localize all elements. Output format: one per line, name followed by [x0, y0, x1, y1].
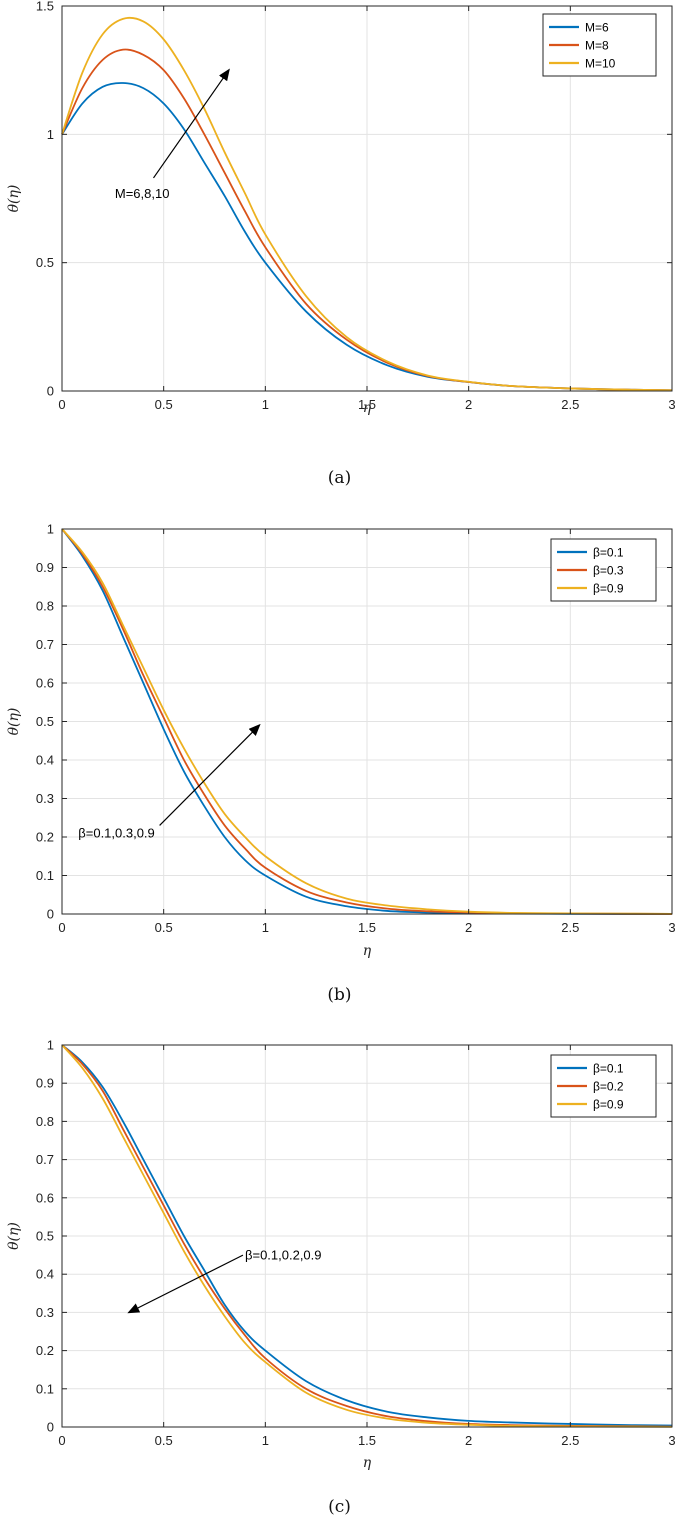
y-tick-label: 0.2: [36, 1343, 54, 1358]
y-tick-label: 0.5: [36, 255, 54, 270]
x-tick-label: 3: [668, 397, 675, 412]
legend-label-3: β=0.9: [593, 582, 624, 596]
x-tick-label: 2: [465, 920, 472, 935]
y-tick-label: 0.1: [36, 1381, 54, 1396]
y-tick-label: 0.3: [36, 1305, 54, 1320]
y-tick-label: 0.5: [36, 1229, 54, 1244]
x-tick-label: 1: [262, 920, 269, 935]
subfigure-label: (a): [328, 468, 351, 488]
chart-panel-c: 0 0.5 1 1.5 2 2.5 3 0 0.1 0.2 0.3 0.4 0.5 0.6 0.7 0.8 0.…: [0, 1015, 679, 1532]
legend-label-2: M=8: [585, 39, 609, 53]
legend: β=0.1 β=0.2 β=0.9: [550, 1054, 657, 1118]
chart-b-svg: 0 0.5 1 1.5 2 2.5 3 0 0.1 0.2 0.3 0.4 0.5 0.6 0.7 0.8 0.…: [6, 522, 676, 1006]
y-tick-label: 0.8: [36, 1114, 54, 1129]
y-axis-label: θ(η): [6, 708, 22, 736]
y-tick-label: 0.7: [36, 637, 54, 652]
subfigure-label: (b): [327, 985, 351, 1005]
legend-label-1: M=6: [585, 21, 609, 35]
y-tick-label: 0.4: [36, 753, 54, 768]
x-tick-label: 0: [58, 920, 65, 935]
y-tick-label: 0.3: [36, 791, 54, 806]
y-tick-label: 0.6: [36, 1190, 54, 1205]
y-tick-label: 1.5: [36, 0, 54, 14]
y-tick-label: 0.4: [36, 1267, 54, 1282]
annotation-arrow: [153, 68, 230, 179]
y-tick-label: 0: [47, 1420, 54, 1435]
y-tick-label: 0.7: [36, 1152, 54, 1167]
annotation-text: β=0.1,0.3,0.9: [78, 826, 155, 841]
subfigure-label: (c): [328, 1497, 351, 1517]
y-tick-label: 1: [47, 127, 54, 142]
chart-a-svg: 0 0.5 1 1.5 2 2.5 300.511.5ηθ(η)M=6M=8M=10M=6,…: [6, 0, 676, 488]
legend: M=6 M=8 M=10: [542, 13, 657, 77]
x-tick-label: 2: [465, 397, 472, 412]
annotation-arrow: [159, 723, 261, 826]
x-tick-label: 2.5: [561, 397, 579, 412]
y-tick-label: 0.9: [36, 1076, 54, 1091]
y-tick-label: 0.6: [36, 676, 54, 691]
x-tick-label: 0.5: [155, 920, 173, 935]
y-tick-label: 1: [47, 522, 54, 537]
y-tick-label: 0: [47, 907, 54, 922]
x-tick-label: 0.5: [155, 1433, 173, 1448]
y-tick-label: 0.5: [36, 714, 54, 729]
x-axis-label: η: [363, 943, 372, 959]
legend-label-2: β=0.2: [593, 1080, 624, 1094]
legend-label-3: β=0.9: [593, 1098, 624, 1112]
legend-label-2: β=0.3: [593, 564, 624, 578]
x-tick-label: 3: [668, 920, 675, 935]
x-tick-label: 2.5: [561, 920, 579, 935]
x-tick-label: 1.5: [358, 397, 376, 412]
x-tick-label: 1: [262, 1433, 269, 1448]
x-tick-label: 1.5: [358, 920, 376, 935]
x-tick-label: 0: [58, 397, 65, 412]
x-tick-label: 3: [668, 1433, 675, 1448]
series-line-3: [61, 16, 673, 392]
legend-label-1: β=0.1: [593, 546, 624, 560]
y-tick-label: 0.2: [36, 830, 54, 845]
series-line-3: [61, 1044, 673, 1428]
legend-label-3: M=10: [585, 57, 616, 71]
series-line-3: [61, 528, 673, 915]
x-axis-label: η: [363, 400, 372, 416]
x-tick-label: 1.5: [358, 1433, 376, 1448]
x-tick-label: 2.5: [561, 1433, 579, 1448]
y-axis-label: θ(η): [6, 185, 22, 213]
y-tick-label: 0.1: [36, 868, 54, 883]
y-tick-label: 0.8: [36, 599, 54, 614]
y-tick-label: 1: [47, 1038, 54, 1053]
x-tick-label: 0.5: [155, 397, 173, 412]
x-tick-label: 0: [58, 1433, 65, 1448]
annotation-text: M=6,8,10: [115, 186, 170, 201]
annotation-arrow: [127, 1254, 244, 1314]
legend-label-1: β=0.1: [593, 1062, 624, 1076]
y-axis-label: θ(η): [6, 1222, 22, 1250]
chart-panel-b: 0 0.5 1 1.5 2 2.5 3 0 0.1 0.2 0.3 0.4 0.5 0.6 0.7 0.8 0.…: [0, 495, 679, 1015]
x-tick-label: 1: [262, 397, 269, 412]
legend: β=0.1 β=0.3 β=0.9: [550, 538, 657, 602]
x-tick-label: 2: [465, 1433, 472, 1448]
y-tick-label: 0: [47, 384, 54, 399]
series-line-1: [61, 1044, 673, 1427]
annotation-text: β=0.1,0.2,0.9: [245, 1248, 322, 1263]
chart-c-svg: 0 0.5 1 1.5 2 2.5 3 0 0.1 0.2 0.3 0.4 0.5 0.6 0.7 0.8 0.…: [6, 1038, 676, 1518]
x-axis-label: η: [363, 1455, 372, 1471]
y-tick-label: 0.9: [36, 560, 54, 575]
chart-panel-a: 0 0.5 1 1.5 2 2.5 3 0 0.5 1 1.5 η θ(η) M=6 M=8 M=10 M=6,…: [0, 0, 679, 495]
